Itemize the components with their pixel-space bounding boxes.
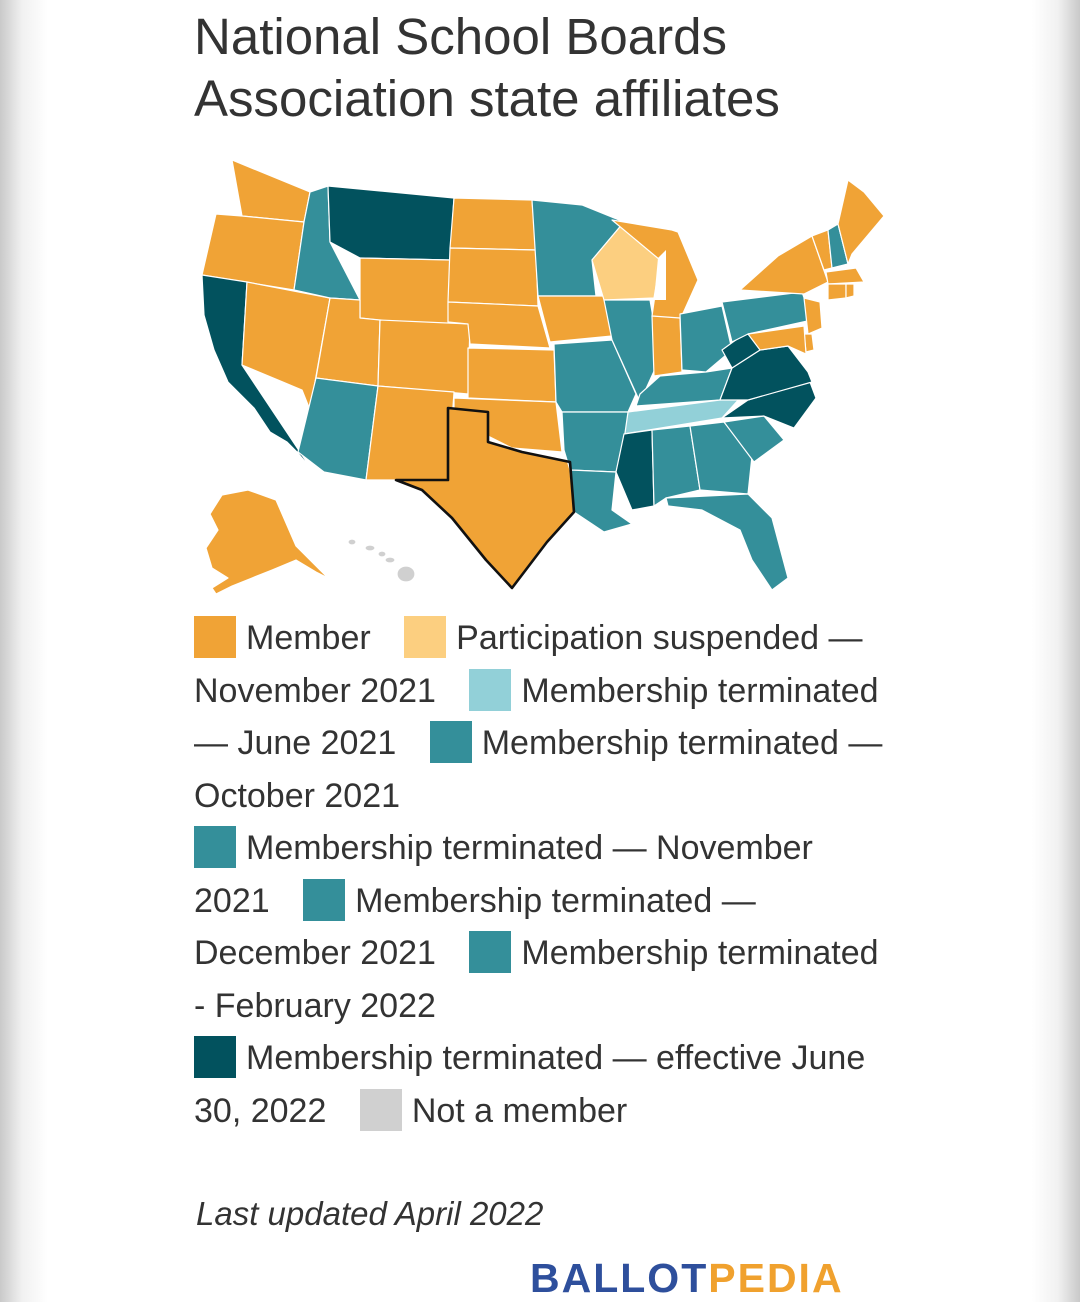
legend-item-terminated-june-2021: Membership terminated — June 2021 bbox=[194, 668, 879, 763]
legend-label: Membership terminated — December 2021 bbox=[194, 881, 756, 973]
state-ms bbox=[615, 429, 655, 511]
map-legend: Member Participation suspended — Novembe… bbox=[194, 612, 894, 1137]
texas-highlight-outline bbox=[394, 406, 576, 590]
legend-swatch bbox=[194, 826, 236, 868]
lake-michigan bbox=[654, 250, 666, 300]
state-md bbox=[747, 325, 807, 355]
legend-swatch bbox=[359, 1088, 402, 1131]
state-sc bbox=[723, 415, 785, 463]
map-card: National School Boards Association state… bbox=[120, 0, 960, 1302]
legend-item-terminated-effective-june-30-2022: Membership terminated — effective June 3… bbox=[194, 1036, 866, 1130]
state-wy bbox=[359, 257, 451, 329]
state-sd bbox=[447, 247, 539, 307]
state-ia bbox=[537, 295, 613, 343]
legend-item-participation-suspended-nov-2021: Participation suspended — November 2021 bbox=[194, 616, 863, 710]
state-mt bbox=[327, 185, 455, 261]
state-ri bbox=[845, 283, 855, 299]
legend-label: Member bbox=[246, 619, 371, 657]
state-il bbox=[603, 299, 661, 403]
legend-swatch bbox=[469, 668, 512, 711]
legend-swatch bbox=[429, 721, 472, 763]
legend-label: Membership terminated — June 2021 bbox=[194, 671, 879, 763]
state-nm bbox=[365, 385, 455, 481]
state-me bbox=[837, 179, 885, 265]
state-hi bbox=[347, 538, 416, 583]
state-in bbox=[651, 315, 683, 377]
state-ks bbox=[467, 347, 557, 403]
state-nd bbox=[449, 197, 537, 251]
legend-item-terminated-oct-2021: Membership terminated — October 2021 bbox=[194, 721, 883, 815]
legend-label: Membership terminated - February 2022 bbox=[194, 934, 879, 1025]
state-oh bbox=[679, 305, 733, 373]
us-states-map bbox=[201, 159, 885, 595]
last-updated: Last updated April 2022 bbox=[196, 1195, 544, 1232]
brand-part-ballot: BALLOT bbox=[530, 1255, 709, 1301]
legend-label: Participation suspended — November 2021 bbox=[194, 619, 863, 710]
state-az bbox=[297, 377, 379, 481]
state-nj bbox=[803, 297, 823, 335]
legend-item-terminated-nov-2021: Membership terminated — November 2021 bbox=[194, 826, 813, 920]
legend-item-not-member: Not a member bbox=[359, 1088, 651, 1131]
legend-label: Not a member bbox=[411, 1091, 628, 1130]
state-fl bbox=[665, 493, 789, 591]
legend-item-terminated-feb-2022: Membership terminated - February 2022 bbox=[194, 931, 879, 1025]
state-ma bbox=[825, 267, 865, 285]
legend-swatch bbox=[194, 1036, 236, 1078]
legend-swatch bbox=[194, 616, 236, 658]
state-ne bbox=[447, 301, 551, 349]
state-wa bbox=[231, 159, 311, 223]
legend-swatch bbox=[303, 878, 346, 921]
legend-item-terminated-dec-2021: Membership terminated — December 2021 bbox=[194, 878, 756, 973]
state-ct bbox=[827, 283, 847, 301]
state-ak bbox=[205, 489, 329, 595]
state-ga bbox=[689, 421, 753, 495]
state-pa bbox=[721, 291, 813, 343]
brand-part-pedia: PEDIA bbox=[708, 1255, 844, 1301]
state-co bbox=[377, 319, 471, 395]
state-al bbox=[651, 425, 701, 507]
legend-label: Membership terminated — effective June 3… bbox=[194, 1039, 866, 1130]
legend-swatch bbox=[469, 931, 512, 973]
legend-label: Membership terminated — November 2021 bbox=[194, 829, 813, 920]
legend-item-member: Member bbox=[194, 616, 395, 658]
legend-label: Membership terminated — October 2021 bbox=[194, 724, 883, 815]
map-title: National School Boards Association state… bbox=[194, 8, 780, 127]
legend-swatch bbox=[404, 616, 447, 658]
ballotpedia-logo: BALLOTPEDIA bbox=[530, 1255, 844, 1302]
